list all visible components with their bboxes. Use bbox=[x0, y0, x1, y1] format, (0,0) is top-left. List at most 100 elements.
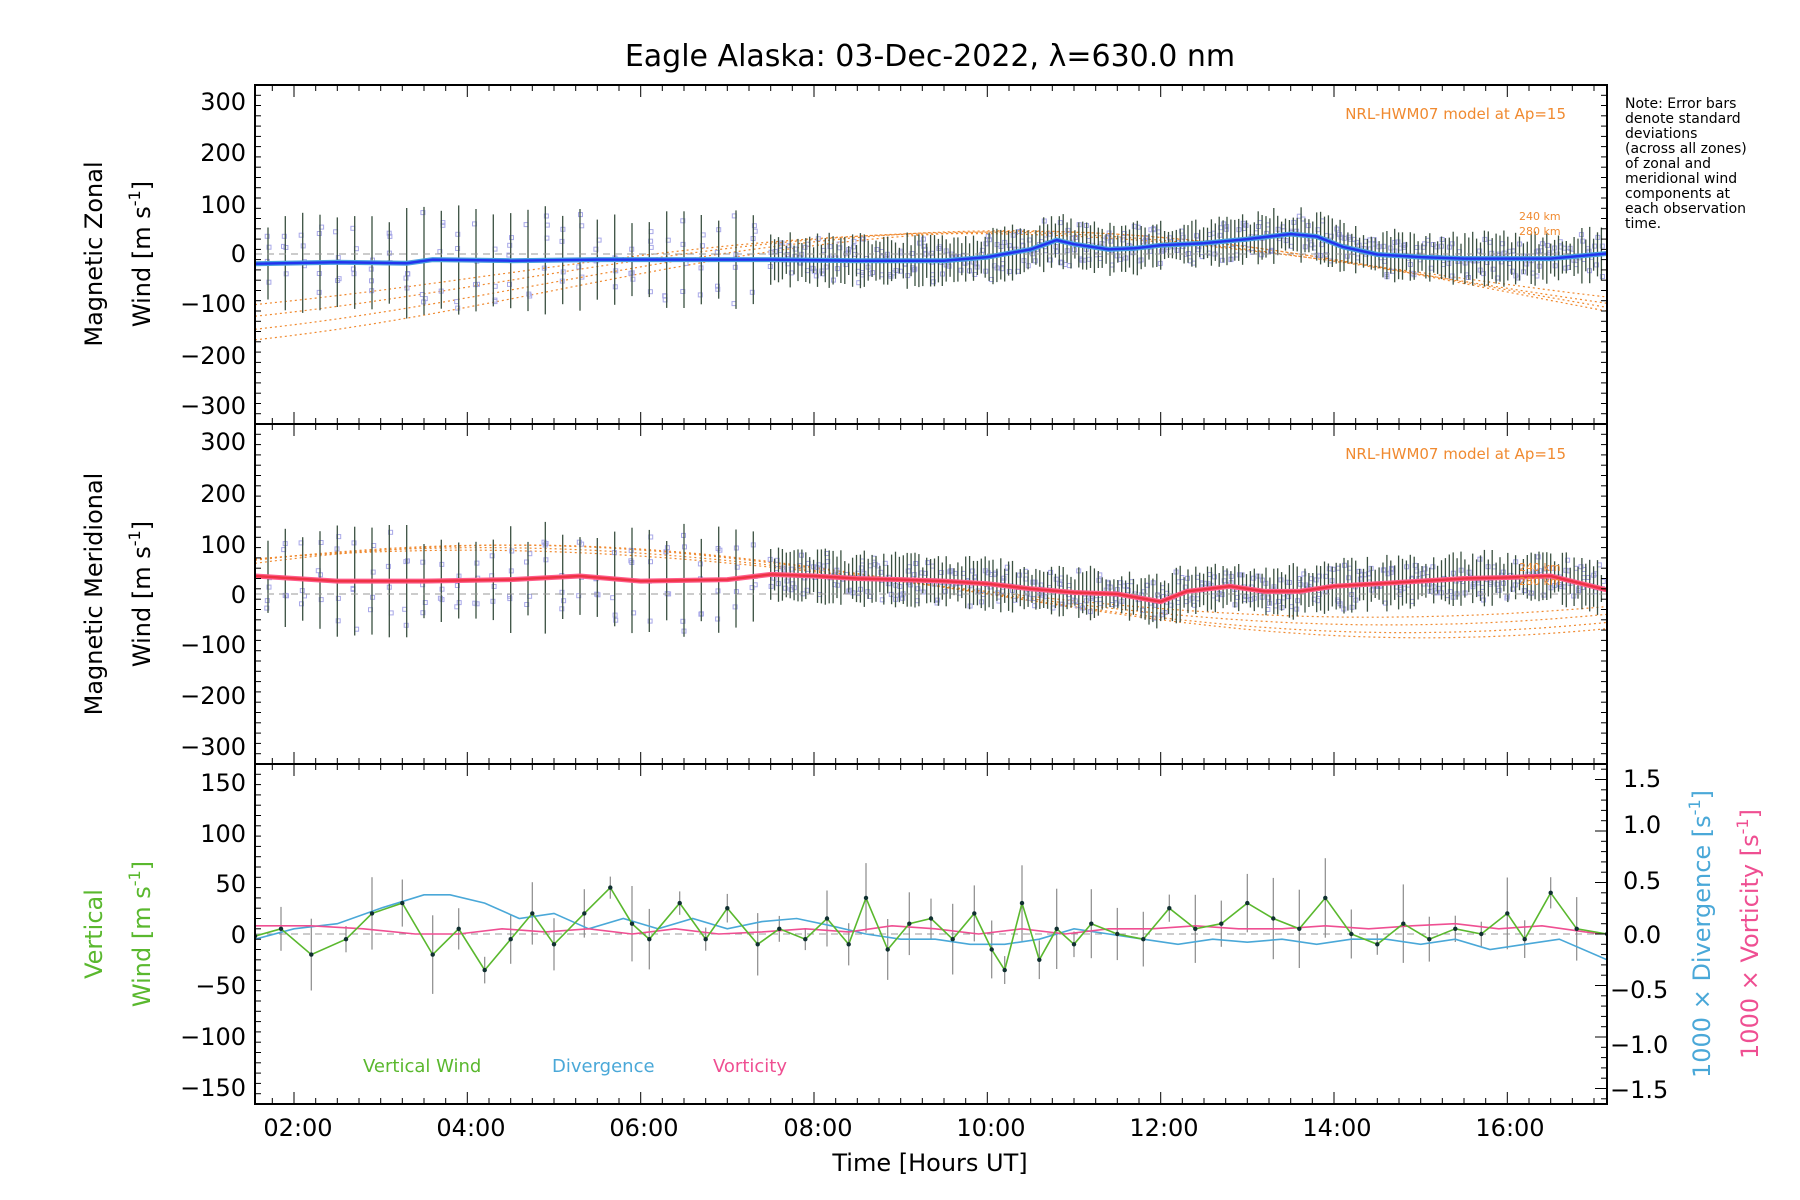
zone-point bbox=[1219, 592, 1225, 598]
zone-point bbox=[1001, 575, 1007, 581]
vertical-wind-point-37 bbox=[1115, 931, 1120, 937]
meridional-ytick-200: 200 bbox=[200, 480, 246, 508]
zone-point bbox=[1430, 564, 1436, 570]
zone-point bbox=[454, 583, 460, 588]
zone-point bbox=[995, 590, 1001, 596]
zone-point bbox=[680, 289, 686, 294]
vertical-wind-point-40 bbox=[1193, 926, 1198, 931]
zone-point bbox=[1547, 250, 1553, 256]
zone-point bbox=[935, 597, 941, 603]
zone-point bbox=[1338, 234, 1344, 240]
zone-point bbox=[1565, 557, 1571, 563]
meridional-ytick-300: 300 bbox=[200, 428, 246, 456]
zonal-alt-label-280: 280 km bbox=[1519, 225, 1561, 238]
zone-point bbox=[541, 539, 547, 545]
zone-point bbox=[1180, 234, 1186, 240]
zone-point bbox=[929, 250, 935, 256]
vorticity-axis-text: 1000 × Vorticity [s bbox=[1736, 834, 1764, 1059]
zone-point bbox=[613, 617, 619, 623]
zone-point bbox=[749, 289, 755, 295]
x-axis-label: Time [Hours UT] bbox=[831, 1149, 1027, 1177]
zone-point bbox=[648, 559, 653, 565]
zone-point bbox=[909, 251, 915, 256]
zone-point bbox=[648, 238, 654, 244]
zonal-ylabel-text: Wind [m s bbox=[128, 206, 156, 327]
zone-point bbox=[299, 601, 304, 607]
vertical-ylabel-text: Wind [m s bbox=[128, 886, 156, 1007]
zone-point bbox=[613, 268, 619, 274]
zone-point bbox=[804, 587, 810, 593]
zone-point bbox=[786, 243, 792, 249]
zone-point bbox=[1121, 583, 1127, 589]
zone-point bbox=[1535, 554, 1541, 560]
zone-point bbox=[917, 240, 923, 246]
vertical-rtick-0.0: 0.0 bbox=[1623, 921, 1661, 949]
model-curve-1 bbox=[255, 231, 1607, 317]
zone-point bbox=[455, 231, 461, 237]
vertical-ylabel-close: ] bbox=[128, 861, 156, 870]
zonal-wind-lines bbox=[255, 231, 1607, 267]
zone-point bbox=[1048, 569, 1054, 575]
zone-point bbox=[923, 570, 928, 576]
zone-point bbox=[1073, 235, 1079, 240]
zone-point bbox=[664, 545, 670, 551]
zone-point bbox=[266, 279, 272, 285]
zone-point bbox=[970, 568, 976, 574]
zonal-ytick-100: 100 bbox=[200, 191, 246, 219]
zone-point bbox=[1125, 588, 1131, 593]
zone-point bbox=[351, 540, 357, 546]
zone-point bbox=[788, 270, 794, 276]
zone-point bbox=[628, 270, 634, 276]
zone-point bbox=[1017, 229, 1022, 235]
vertical-wind-point-49 bbox=[1427, 937, 1432, 942]
zone-point bbox=[1047, 257, 1053, 263]
zone-point bbox=[715, 588, 721, 594]
zone-point bbox=[630, 276, 636, 282]
zone-point bbox=[1480, 597, 1486, 603]
zone-point bbox=[266, 244, 272, 250]
zone-point bbox=[680, 241, 686, 247]
zone-point bbox=[439, 597, 445, 603]
vertical-rtick-neg1.5: −1.5 bbox=[1610, 1076, 1668, 1104]
note-line-7: components at bbox=[1625, 186, 1731, 202]
zone-point bbox=[335, 618, 341, 624]
zone-point bbox=[1297, 581, 1303, 587]
zone-point bbox=[1057, 220, 1063, 226]
zone-point bbox=[1545, 242, 1550, 248]
zone-point bbox=[335, 255, 341, 261]
zone-point bbox=[316, 289, 322, 295]
zonal-panel: 300 200 100 0 −100 −200 −300 Magnetic Zo… bbox=[80, 84, 1608, 425]
zone-point bbox=[576, 593, 582, 599]
meridional-ylabel-line1: Magnetic Meridional bbox=[80, 473, 108, 716]
vorticity-axis-sup: -1 bbox=[1733, 818, 1752, 834]
vertical-wind-point-34 bbox=[1054, 926, 1059, 931]
zone-point bbox=[680, 218, 686, 224]
zone-point bbox=[732, 264, 738, 270]
model-curve-4 bbox=[255, 549, 1607, 618]
vertical-rtick-1.5: 1.5 bbox=[1623, 765, 1661, 793]
zone-point bbox=[1315, 598, 1321, 604]
zone-point bbox=[1541, 592, 1547, 598]
vertical-wind-point-2 bbox=[309, 952, 314, 957]
zone-point bbox=[266, 584, 272, 590]
zone-point bbox=[1297, 576, 1303, 581]
zone-point bbox=[422, 600, 428, 605]
vertical-ytick-neg50: −50 bbox=[195, 972, 246, 1000]
zone-point bbox=[858, 565, 864, 571]
vertical-wind-point-10 bbox=[530, 911, 535, 916]
error-bar-note: Note: Error bars denote standard deviati… bbox=[1625, 96, 1747, 232]
legend-divergence: Divergence bbox=[552, 1056, 655, 1077]
zone-point bbox=[1449, 273, 1455, 279]
zone-point bbox=[911, 572, 917, 578]
zone-point bbox=[526, 291, 532, 297]
model-curve-3 bbox=[255, 544, 1607, 639]
zone-point bbox=[1114, 601, 1120, 607]
zone-point bbox=[1449, 241, 1455, 247]
zone-point bbox=[1510, 586, 1516, 592]
zonal-ytick-neg300: −300 bbox=[180, 392, 246, 420]
vertical-wind-point-23 bbox=[846, 942, 851, 947]
xtick-1200: 12:00 bbox=[1129, 1114, 1198, 1142]
zone-point bbox=[489, 553, 495, 559]
zone-point bbox=[732, 604, 738, 610]
